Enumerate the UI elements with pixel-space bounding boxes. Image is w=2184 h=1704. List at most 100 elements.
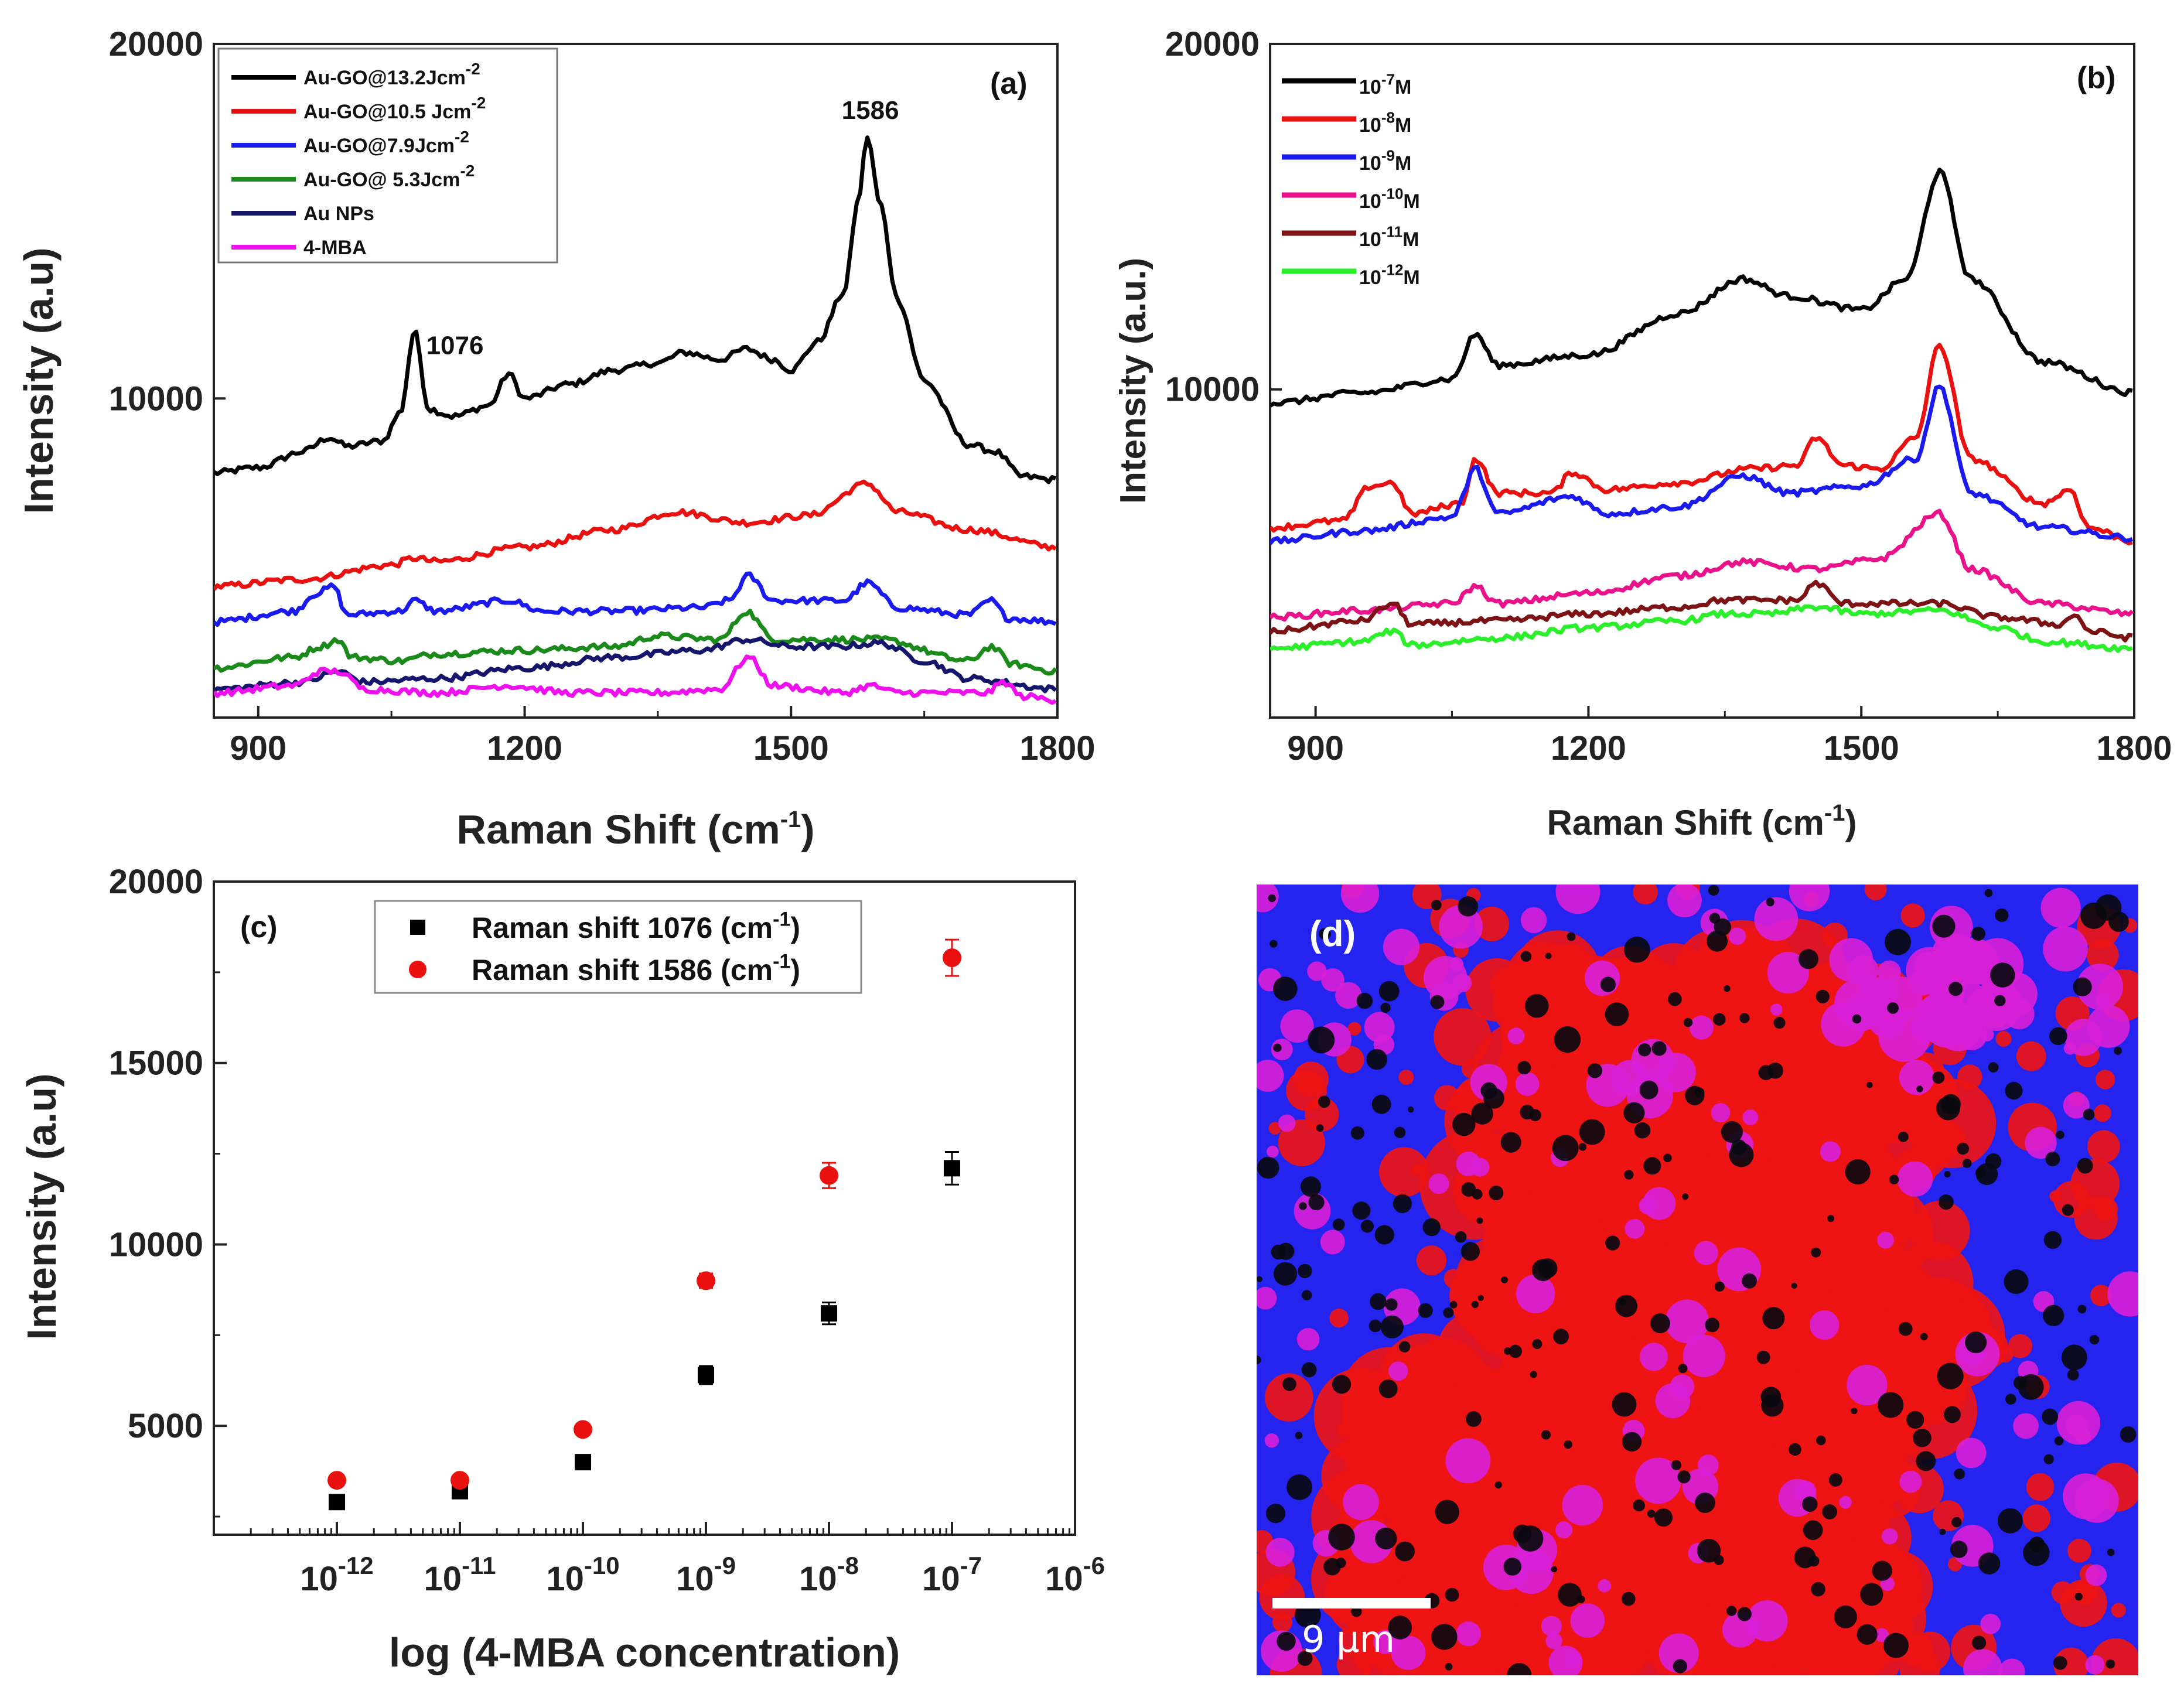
map-blob xyxy=(1508,1408,1544,1443)
legend-marker-square xyxy=(410,920,425,935)
panel-c-x-tick-base: 10 xyxy=(922,1560,960,1598)
map-blob xyxy=(1562,1484,1603,1526)
panel-c-legend-box xyxy=(374,900,862,994)
map-blob xyxy=(2087,1130,2120,1163)
map-blob xyxy=(2005,1082,2023,1100)
map-blob xyxy=(1370,1293,1387,1310)
map-blob xyxy=(1667,885,1702,918)
map-blob xyxy=(1756,1350,1770,1364)
map-blob xyxy=(1286,1070,1327,1111)
panel-b-legend-label-sup: -7 xyxy=(1381,70,1395,88)
map-blob xyxy=(1477,1295,1484,1301)
map-blob xyxy=(1431,1624,1458,1650)
panel-c-chart: 10-12 10-11 10-10 10-9 10-8 10-7 10-6500010000… xyxy=(19,863,1105,1675)
map-blob xyxy=(1507,1663,1532,1675)
map-blob xyxy=(1650,1313,1670,1334)
panel-a-legend-label-base: Au-GO@ 5.3Jcm xyxy=(303,169,460,191)
map-blob xyxy=(1677,1470,1691,1484)
map-blob xyxy=(1259,1574,1305,1620)
map-blob xyxy=(1489,1186,1504,1200)
map-blob xyxy=(1564,1440,1572,1449)
map-blob xyxy=(1295,1432,1303,1439)
map-blob xyxy=(1851,1408,1858,1415)
map-blob xyxy=(1380,1002,1391,1013)
map-blob xyxy=(1257,1156,1279,1179)
map-blob xyxy=(1503,1347,1511,1355)
map-blob xyxy=(1524,993,1549,1018)
map-blob xyxy=(1643,1157,1661,1175)
map-blob xyxy=(1520,1105,1535,1120)
map-blob xyxy=(1257,1060,1284,1092)
panel-c-x-tick-base: 10 xyxy=(1045,1560,1083,1598)
panel-c-x-tick-base: 10 xyxy=(300,1560,338,1598)
map-blob xyxy=(2077,1305,2087,1314)
map-blob xyxy=(1965,1331,1987,1354)
map-blob xyxy=(1268,894,1276,903)
map-blob xyxy=(2043,1305,2064,1326)
map-blob xyxy=(1810,1310,1840,1340)
map-blob xyxy=(1770,1003,1783,1016)
map-blob xyxy=(1501,1276,1509,1283)
map-blob xyxy=(1682,1193,1689,1200)
map-blob xyxy=(2085,1564,2107,1586)
map-blob xyxy=(1899,1060,1934,1095)
map-blob xyxy=(1951,1517,1962,1528)
map-blob xyxy=(1858,1315,1886,1344)
panel-c-x-tick-label: 10-6 xyxy=(1045,1552,1105,1598)
map-blob xyxy=(1340,885,1380,913)
panel-a-legend-label-sup: -2 xyxy=(460,162,475,180)
map-blob xyxy=(1567,932,1576,941)
map-blob xyxy=(1811,1040,1845,1074)
map-blob xyxy=(1636,973,1687,1023)
panel-c-x-tick-base: 10 xyxy=(676,1560,714,1598)
map-blob xyxy=(1889,1174,1899,1184)
map-blob xyxy=(2043,926,2088,972)
map-blob xyxy=(2049,1027,2067,1046)
map-blob xyxy=(1428,1173,1449,1194)
map-blob xyxy=(1878,1392,1904,1418)
map-blob xyxy=(1264,1433,1279,1448)
data-point-1586 xyxy=(697,1271,715,1290)
map-blob xyxy=(2114,1047,2122,1055)
panel-a-series-line-6 xyxy=(214,654,1057,705)
panel-c-x-tick-label: 10-9 xyxy=(676,1552,736,1598)
map-blob xyxy=(1678,1364,1688,1374)
map-blob xyxy=(1575,1041,1591,1057)
map-blob xyxy=(1722,1612,1758,1648)
map-blob xyxy=(1623,1102,1645,1124)
map-blob xyxy=(1912,1108,1948,1145)
map-blob xyxy=(2107,1548,2115,1556)
panel-c-y-tick-label: 5000 xyxy=(128,1407,203,1445)
map-blob xyxy=(2040,887,2081,928)
map-blob xyxy=(1980,1613,2001,1634)
map-blob xyxy=(1639,1080,1659,1099)
map-blob xyxy=(1411,1163,1424,1176)
map-blob xyxy=(1544,1062,1586,1104)
map-blob xyxy=(1532,1339,1543,1349)
panel-c-x-tick-label: 10-11 xyxy=(424,1552,496,1598)
map-blob xyxy=(2054,1436,2064,1446)
map-blob xyxy=(1265,1373,1313,1422)
map-blob xyxy=(1622,1432,1642,1452)
panel-b-legend-label-suffix: M xyxy=(1403,190,1419,213)
map-blob xyxy=(2022,1504,2050,1532)
map-blob xyxy=(1898,1321,1913,1336)
map-blob xyxy=(1683,1017,1693,1027)
map-blob xyxy=(1916,1451,1936,1471)
map-blob xyxy=(1434,1008,1492,1066)
panel-c-legend-label-base: Raman shift 1586 (cm xyxy=(472,954,773,986)
map-blob xyxy=(1994,995,2006,1007)
map-blob xyxy=(2073,977,2092,996)
map-blob xyxy=(1822,1504,1838,1519)
data-point-1076 xyxy=(575,1454,591,1471)
map-blob xyxy=(1932,1071,1945,1084)
panel-c-legend-label-base: Raman shift 1076 (cm xyxy=(472,911,773,944)
map-blob xyxy=(1731,1292,1747,1307)
map-blob xyxy=(1651,1041,1667,1056)
map-blob xyxy=(1875,1628,1889,1642)
data-point-1076 xyxy=(329,1494,345,1511)
map-blob xyxy=(1356,992,1373,1009)
panel-d-tag: (d) xyxy=(1309,914,1356,954)
map-blob xyxy=(1694,1241,1718,1265)
map-blob xyxy=(1978,1552,2001,1575)
